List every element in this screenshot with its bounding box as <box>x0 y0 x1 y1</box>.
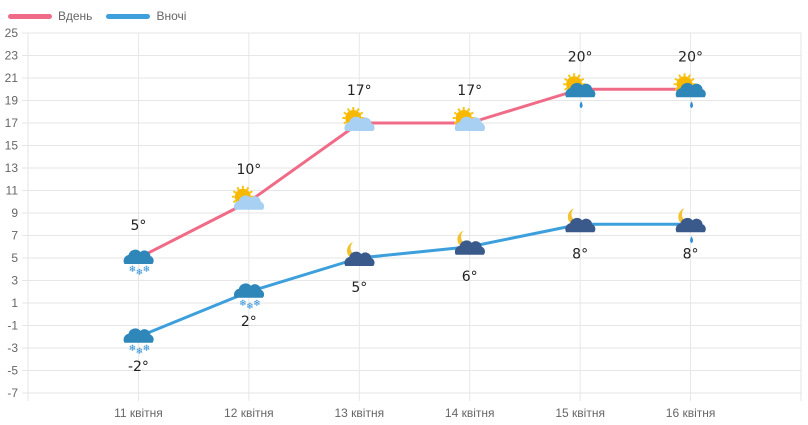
y-tick-label: 5 <box>11 251 18 265</box>
legend-item-day[interactable]: Вдень <box>8 9 92 23</box>
x-tick-label: 13 квітня <box>334 406 384 420</box>
y-tick-label: 11 <box>6 184 19 198</box>
series-line <box>137 222 691 339</box>
moon-cloud-icon <box>565 208 596 233</box>
y-tick-label: 23 <box>5 49 19 63</box>
y-tick-label: 19 <box>5 94 19 108</box>
legend-label-day: Вдень <box>58 9 93 23</box>
temperature-label: 10° <box>236 162 261 178</box>
x-tick-label: 11 квітня <box>114 406 163 420</box>
svg-text:❄: ❄ <box>246 302 254 312</box>
temperature-label: 8° <box>572 246 588 262</box>
moon-cloud-icon <box>344 242 375 266</box>
svg-text:❄: ❄ <box>143 265 151 275</box>
moon-cloud-icon <box>454 230 485 255</box>
y-tick-label: -1 <box>7 319 18 333</box>
temperature-label: 6° <box>462 269 478 285</box>
temperature-label: -2° <box>128 359 149 375</box>
y-tick-label: 21 <box>5 71 19 85</box>
series-night: ❄ ❄ ❄-2°❄ ❄ ❄2°5°6°8° 8° <box>123 208 706 375</box>
cloud-snow-icon: ❄ ❄ ❄ <box>123 328 154 357</box>
sun-cloud-rain-icon <box>563 73 596 109</box>
svg-text:❄: ❄ <box>136 268 144 278</box>
y-tick-label: 9 <box>11 206 18 220</box>
temperature-label: 20° <box>678 49 703 65</box>
legend-swatch-day <box>8 13 52 19</box>
sun-cloud-icon <box>231 185 265 210</box>
y-tick-label: 17 <box>5 116 19 130</box>
x-tick-label: 12 квітня <box>224 406 274 420</box>
temperature-label: 5° <box>351 280 367 296</box>
temperature-label: 17° <box>347 83 372 99</box>
svg-text:❄: ❄ <box>253 299 261 309</box>
temperature-label: 5° <box>130 218 146 234</box>
svg-text:❄: ❄ <box>143 344 151 354</box>
y-tick-label: -3 <box>7 341 18 355</box>
x-tick-label: 15 квітня <box>555 406 605 420</box>
temperature-label: 20° <box>568 49 593 65</box>
svg-text:❄: ❄ <box>129 265 137 275</box>
chart-legend: Вдень Вночі <box>8 6 200 26</box>
moon-cloud-rain-icon <box>675 208 706 244</box>
legend-label-night: Вночі <box>156 9 187 23</box>
cloud-snow-icon: ❄ ❄ ❄ <box>233 283 265 312</box>
cloud-snow-icon: ❄ ❄ ❄ <box>123 249 154 278</box>
svg-text:❄: ❄ <box>136 347 144 357</box>
y-tick-label: 13 <box>5 161 19 175</box>
svg-text:❄: ❄ <box>129 344 137 354</box>
temperature-label: 2° <box>241 314 257 330</box>
temperature-label: 8° <box>683 246 699 262</box>
y-tick-label: 25 <box>5 26 19 40</box>
series-day: ❄ ❄ ❄5°10°17° 17°20° 20° <box>123 49 706 278</box>
y-tick-label: 7 <box>11 229 18 243</box>
legend-swatch-night <box>106 13 151 19</box>
y-tick-label: 3 <box>11 274 18 288</box>
sun-cloud-icon <box>342 107 375 131</box>
y-tick-label: -7 <box>7 386 18 400</box>
sun-cloud-icon <box>452 107 485 131</box>
y-tick-label: -5 <box>7 364 18 378</box>
svg-text:❄: ❄ <box>239 299 247 309</box>
x-tick-label: 14 квітня <box>445 406 495 420</box>
series-line <box>137 87 691 260</box>
x-tick-label: 16 квітня <box>666 406 716 420</box>
sun-cloud-rain-icon <box>673 73 706 109</box>
y-tick-label: 1 <box>11 296 18 310</box>
temperature-label: 17° <box>457 83 482 99</box>
legend-item-night[interactable]: Вночі <box>106 9 186 23</box>
y-tick-label: 15 <box>5 139 19 153</box>
